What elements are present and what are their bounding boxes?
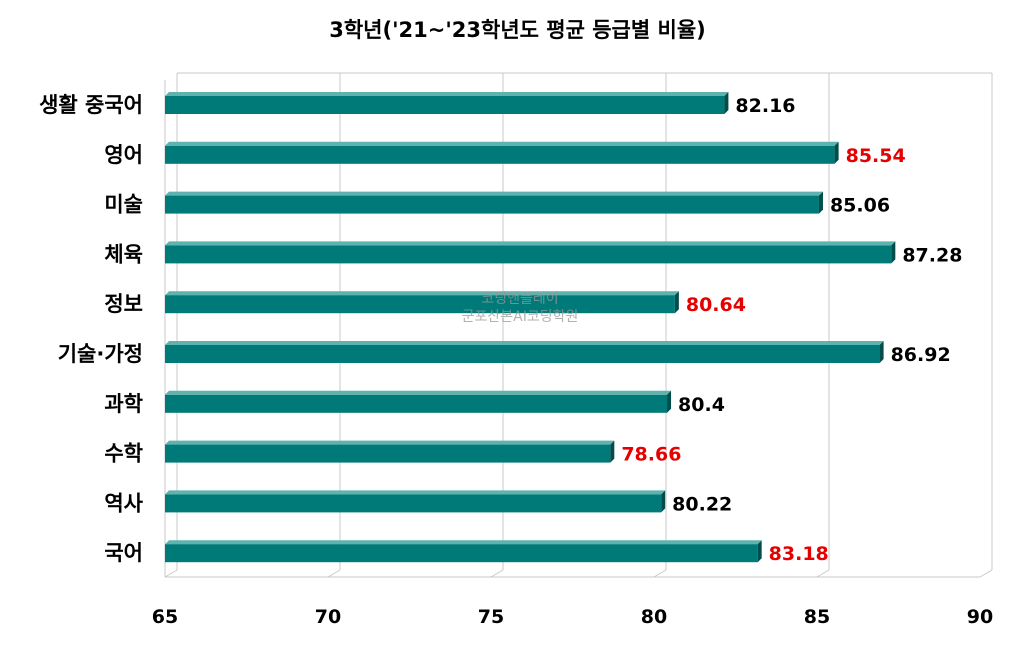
data-label: 82.16 (735, 95, 795, 117)
bar (165, 141, 839, 164)
bar-front-face (165, 195, 819, 214)
bar (165, 241, 896, 264)
category-label: 수학 (104, 442, 143, 466)
chart-title: 3학년('21~'23학년도 평균 등급별 비율) (329, 18, 706, 42)
x-tick-label: 65 (152, 606, 178, 628)
bar-front-face (165, 145, 835, 164)
data-label: 85.06 (830, 195, 890, 217)
bar-side-face (891, 241, 896, 264)
bar-side-face (757, 540, 762, 563)
bar (165, 540, 762, 563)
bar (165, 490, 666, 513)
bar-top-face (165, 490, 666, 495)
data-label: 83.18 (769, 543, 829, 565)
bar-front-face (165, 245, 892, 264)
floor-tick-65 (164, 569, 178, 578)
bar-side-face (674, 291, 679, 314)
x-tick-label: 90 (967, 606, 993, 628)
floor-tick-90 (979, 569, 993, 578)
bar-top-face (165, 291, 679, 296)
bar-top-face (165, 241, 896, 246)
bar-side-face (667, 390, 672, 413)
bar-side-face (818, 191, 823, 214)
bar (165, 92, 729, 114)
category-label: 기술·가정 (58, 342, 143, 366)
bar-side-face (610, 440, 615, 463)
data-label: 80.22 (672, 493, 732, 515)
bar-top-face (165, 540, 762, 545)
bar (165, 341, 884, 363)
category-label: 체육 (104, 242, 143, 266)
x-tick-label: 85 (804, 606, 830, 628)
bar-side-face (724, 92, 729, 114)
floor-tick-75 (490, 569, 504, 578)
bar-side-face (834, 141, 839, 164)
watermark-line-1: 코딩앤플레이 (481, 291, 559, 307)
category-label: 정보 (104, 292, 143, 316)
bar-top-face (165, 440, 615, 445)
category-label: 과학 (104, 392, 143, 416)
category-label: 역사 (104, 491, 143, 515)
x-tick-label: 80 (641, 606, 667, 628)
data-label: 78.66 (621, 444, 681, 466)
bar (165, 191, 823, 214)
bar (165, 390, 672, 413)
category-label: 국어 (104, 541, 143, 565)
floor-tick-70 (327, 569, 341, 578)
floor-tick-85 (816, 569, 830, 578)
bar-top-face (165, 341, 884, 345)
data-label: 80.4 (678, 394, 725, 416)
bar-side-face (661, 490, 666, 513)
data-label: 86.92 (891, 344, 951, 366)
watermark-line-2: 군포산본AI코딩학원 (461, 309, 579, 325)
bar-front-face (165, 96, 725, 114)
data-label: 87.28 (902, 244, 962, 266)
bar-front-face (165, 444, 611, 463)
x-tick-label: 75 (478, 606, 504, 628)
data-label: 80.64 (686, 294, 746, 316)
category-label: 생활 중국어 (39, 93, 143, 117)
bar-front-face (165, 494, 662, 513)
bar-top-face (165, 141, 839, 146)
bar-front-face (165, 394, 668, 413)
bar-front-face (165, 345, 880, 363)
x-tick-label: 70 (315, 606, 341, 628)
data-label: 85.54 (846, 145, 906, 167)
bar-front-face (165, 544, 758, 563)
bar (165, 291, 679, 314)
bar (165, 440, 615, 463)
bar-front-face (165, 295, 675, 314)
category-label: 미술 (104, 193, 143, 217)
bar-top-face (165, 390, 672, 395)
bar-side-face (879, 341, 884, 363)
bar-top-face (165, 191, 823, 196)
floor-tick-80 (653, 569, 667, 578)
category-label: 영어 (104, 143, 143, 167)
watermark: 코딩앤플레이 군포산본AI코딩학원 (440, 290, 600, 326)
bar-top-face (165, 92, 729, 96)
